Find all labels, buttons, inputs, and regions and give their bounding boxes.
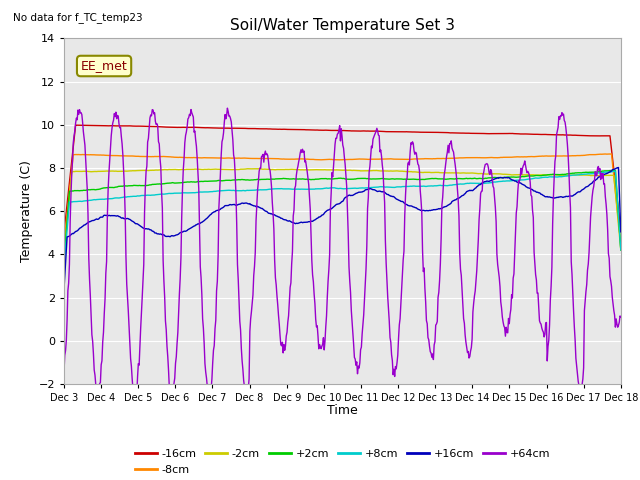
-8cm	[214, 155, 221, 161]
Y-axis label: Temperature (C): Temperature (C)	[20, 160, 33, 262]
+16cm	[214, 207, 221, 213]
-16cm	[60, 230, 68, 236]
Line: -16cm: -16cm	[64, 125, 621, 233]
+64cm	[70, 133, 78, 139]
+16cm	[184, 227, 192, 233]
+2cm	[60, 258, 68, 264]
Text: No data for f_TC_temp23: No data for f_TC_temp23	[13, 12, 143, 23]
+64cm	[214, 253, 222, 259]
Legend: -16cm, -8cm, -2cm, +2cm, +8cm, +16cm, +64cm: -16cm, -8cm, -2cm, +2cm, +8cm, +16cm, +6…	[130, 445, 555, 480]
+64cm	[223, 105, 231, 111]
+2cm	[184, 179, 192, 185]
X-axis label: Time: Time	[327, 405, 358, 418]
+64cm	[428, 354, 436, 360]
+2cm	[410, 176, 418, 182]
+16cm	[127, 218, 135, 224]
+64cm	[60, 369, 68, 374]
-8cm	[70, 152, 78, 157]
-2cm	[184, 167, 192, 172]
+16cm	[410, 204, 418, 210]
+16cm	[614, 165, 622, 170]
-16cm	[428, 130, 435, 135]
-16cm	[617, 228, 625, 234]
+8cm	[617, 247, 625, 253]
Line: -2cm: -2cm	[64, 168, 621, 257]
+2cm	[612, 168, 620, 173]
+2cm	[617, 247, 625, 253]
-2cm	[411, 169, 419, 175]
+8cm	[410, 183, 418, 189]
+64cm	[94, 396, 102, 402]
+2cm	[70, 188, 78, 194]
-2cm	[617, 247, 625, 253]
+2cm	[127, 183, 135, 189]
Line: +2cm: +2cm	[64, 170, 621, 261]
-8cm	[617, 240, 625, 246]
+8cm	[60, 264, 68, 270]
-8cm	[127, 153, 135, 159]
+16cm	[70, 230, 78, 236]
-8cm	[60, 241, 68, 247]
-2cm	[251, 166, 259, 171]
Title: Soil/Water Temperature Set 3: Soil/Water Temperature Set 3	[230, 18, 455, 33]
Line: -8cm: -8cm	[64, 154, 621, 244]
+8cm	[70, 199, 78, 204]
-8cm	[184, 155, 192, 160]
+16cm	[426, 208, 434, 214]
+8cm	[127, 193, 135, 199]
-2cm	[127, 168, 135, 174]
+2cm	[214, 178, 221, 183]
-16cm	[214, 125, 222, 131]
-16cm	[128, 123, 136, 129]
Line: +64cm: +64cm	[64, 108, 621, 399]
-2cm	[60, 254, 68, 260]
+2cm	[426, 176, 434, 181]
-8cm	[410, 156, 418, 162]
Line: +8cm: +8cm	[64, 171, 621, 267]
+64cm	[128, 376, 136, 382]
-16cm	[72, 122, 79, 128]
+8cm	[612, 168, 620, 174]
+16cm	[60, 287, 68, 292]
-8cm	[602, 151, 609, 157]
-16cm	[411, 129, 419, 135]
Line: +16cm: +16cm	[64, 168, 621, 289]
+8cm	[426, 183, 434, 189]
-2cm	[70, 168, 78, 174]
-16cm	[185, 124, 193, 130]
-2cm	[428, 170, 435, 176]
-2cm	[214, 167, 221, 172]
+64cm	[185, 115, 193, 120]
+8cm	[214, 188, 221, 194]
+8cm	[184, 190, 192, 196]
+64cm	[412, 149, 419, 155]
+16cm	[617, 229, 625, 235]
Text: EE_met: EE_met	[81, 60, 127, 72]
-16cm	[70, 137, 78, 143]
+64cm	[617, 314, 625, 320]
-8cm	[426, 156, 434, 162]
